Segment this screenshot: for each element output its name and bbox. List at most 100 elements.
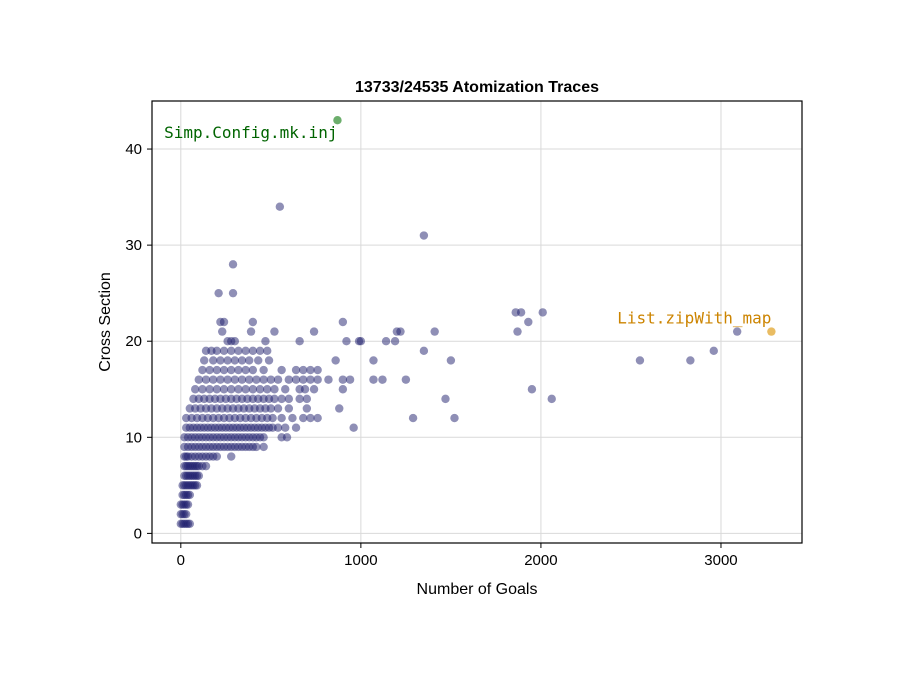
data-point [299, 365, 308, 375]
data-point [259, 375, 268, 384]
data-point [227, 365, 236, 375]
data-point [241, 365, 250, 375]
data-point [284, 375, 294, 384]
data-point [309, 385, 319, 394]
data-point [205, 365, 214, 375]
data-point [252, 375, 261, 384]
data-point [338, 385, 348, 394]
data-point [302, 404, 312, 413]
data-point [306, 365, 315, 375]
data-point [356, 337, 366, 346]
y-tick-label: 10 [125, 429, 142, 446]
data-point [254, 356, 263, 365]
data-point [299, 413, 308, 423]
data-point [218, 327, 227, 336]
data-point [275, 202, 285, 211]
data-point [513, 327, 522, 336]
data-point [255, 385, 265, 394]
data-point [313, 375, 322, 384]
data-point [259, 365, 268, 375]
y-tick-label: 0 [134, 525, 142, 542]
data-point [270, 394, 279, 404]
data-point [212, 365, 222, 375]
data-points [176, 202, 742, 528]
data-point [313, 413, 322, 423]
y-axis-label: Cross Section [97, 272, 114, 372]
data-point [273, 375, 283, 384]
highlight-point [333, 116, 342, 125]
data-point [419, 231, 429, 240]
data-point [237, 356, 247, 365]
data-point [183, 500, 193, 509]
data-point [349, 423, 358, 432]
data-point [230, 337, 240, 346]
data-point [732, 327, 742, 336]
data-point [245, 356, 254, 365]
data-point [194, 471, 204, 480]
data-point [198, 385, 207, 394]
data-point [227, 452, 236, 461]
data-point [302, 394, 312, 404]
highlight-label: Simp.Config.mk.inj [164, 123, 337, 142]
data-point [230, 356, 240, 365]
data-point [686, 356, 695, 365]
data-point [270, 385, 279, 394]
data-point [313, 365, 322, 375]
x-tick-label: 0 [177, 552, 185, 569]
y-tick-label: 30 [125, 237, 142, 254]
data-point [227, 346, 236, 356]
data-point [248, 317, 258, 327]
data-point [381, 337, 391, 346]
data-point [185, 519, 195, 528]
data-point [338, 375, 348, 384]
data-point [284, 394, 294, 404]
data-point [234, 385, 243, 394]
data-point [266, 375, 276, 384]
data-point [288, 413, 297, 423]
data-point [345, 375, 355, 384]
data-point [182, 509, 191, 519]
data-point [291, 365, 301, 375]
data-point [261, 337, 270, 346]
x-tick-label: 3000 [704, 552, 737, 569]
data-point [185, 490, 195, 500]
data-point [306, 375, 315, 384]
data-point [212, 346, 222, 356]
data-point [209, 375, 218, 384]
data-point [378, 375, 387, 384]
data-point [273, 423, 283, 432]
data-point [214, 288, 223, 298]
data-point [299, 375, 308, 384]
data-point [282, 433, 292, 442]
data-point [219, 317, 229, 327]
data-point [324, 375, 333, 384]
data-point [227, 385, 236, 394]
data-point [201, 461, 211, 471]
data-point [241, 346, 250, 356]
data-point [216, 356, 225, 365]
data-point [212, 385, 222, 394]
data-point [266, 404, 276, 413]
data-point [281, 423, 290, 432]
data-point [277, 365, 286, 375]
data-point [246, 327, 256, 336]
x-tick-label: 1000 [344, 552, 377, 569]
highlighted-points: Simp.Config.mk.inj List.zipWith_map [164, 116, 776, 336]
chart-title: 13733/24535 Atomization Traces [355, 79, 599, 96]
data-point [441, 394, 450, 404]
axis-ticks: 0 1000 2000 3000 0 10 20 30 40 [125, 141, 737, 569]
data-point [216, 375, 225, 384]
data-point [209, 356, 218, 365]
highlight-point [767, 327, 776, 336]
data-point [446, 356, 456, 365]
data-point [369, 356, 378, 365]
data-point [516, 308, 526, 317]
data-point [450, 413, 459, 423]
data-point [270, 327, 279, 336]
data-point [248, 365, 258, 375]
data-point [230, 375, 240, 384]
data-point [538, 308, 547, 317]
data-point [291, 375, 301, 384]
data-point [194, 375, 204, 384]
data-point [268, 413, 277, 423]
